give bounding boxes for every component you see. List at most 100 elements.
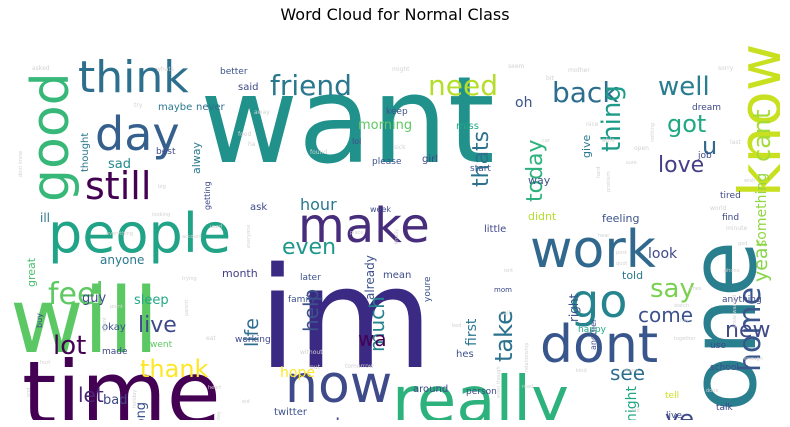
word-parent: parent	[184, 300, 190, 316]
word-feel: feel	[48, 277, 104, 312]
word-talk: talk	[716, 403, 734, 413]
word-school: school	[710, 363, 739, 373]
word-sleep: sleep	[134, 293, 169, 308]
word-hour: hour	[300, 195, 337, 214]
word-later: later	[300, 273, 321, 283]
word-getting: getting	[203, 181, 212, 210]
word-anything: anything	[722, 295, 762, 305]
word-help: help	[299, 289, 323, 332]
word-family: family	[288, 295, 316, 305]
word-heart: heart	[208, 385, 221, 391]
word-kind: kind	[576, 368, 587, 374]
word-even-though: even though	[496, 366, 502, 398]
word-yesterday: yesterday	[216, 411, 222, 420]
word-big: big	[158, 184, 166, 190]
word-point: point	[110, 304, 123, 310]
word-best: best	[156, 147, 176, 157]
word-really: really	[392, 364, 569, 420]
word-back: back	[552, 76, 619, 109]
word-call: call	[500, 310, 511, 317]
word-told: told	[622, 269, 643, 282]
word-hurt: hurt	[40, 360, 50, 366]
word-holiday: holiday	[132, 390, 138, 408]
word-place: place	[350, 230, 363, 236]
word-alway: alway	[190, 141, 203, 174]
word-working: working	[235, 335, 271, 345]
word-together: together	[674, 336, 696, 342]
word-tell: tell	[665, 391, 679, 401]
word-made: made	[102, 347, 128, 357]
word-mom: mom	[494, 286, 512, 294]
word-away: away	[254, 109, 270, 116]
word-finally: finally	[394, 229, 400, 244]
word-happy: happy	[578, 325, 607, 335]
word-im: im	[258, 238, 433, 401]
word-long: long	[134, 402, 149, 420]
word-eid: eid	[242, 399, 250, 405]
word-know: know	[726, 44, 780, 197]
word-bad: bad	[103, 393, 127, 408]
word-looking: looking	[152, 212, 170, 218]
word-nothing: nothing	[650, 123, 656, 142]
word-dont-know: dont know	[18, 151, 24, 177]
word-bit: bit	[546, 75, 554, 82]
word-said: said	[238, 82, 258, 93]
word-seem: seem	[508, 63, 525, 70]
word-maybe: maybe	[158, 102, 192, 113]
word-read: read	[522, 384, 533, 390]
word-today: today	[523, 139, 548, 202]
word-lot: lot	[53, 331, 86, 361]
word-anyone: anyone	[100, 253, 144, 267]
word-quot: quot	[616, 261, 627, 267]
word-good: good	[21, 72, 81, 202]
word-want: want	[200, 52, 495, 191]
word-well: well	[658, 72, 710, 102]
word-hear: hear	[598, 233, 610, 239]
word-relationship: relationship	[524, 343, 530, 372]
word-whats: whats	[156, 66, 174, 73]
word-job: job	[697, 151, 712, 161]
word-eat: eat	[206, 335, 216, 342]
word-bed: bed	[452, 323, 461, 329]
word-guy: guy	[82, 291, 106, 306]
word-say: say	[650, 274, 695, 304]
word-end: end	[26, 388, 32, 397]
word-year: year	[750, 239, 772, 282]
word-tired: tired	[720, 191, 741, 201]
word-asked: asked	[32, 65, 50, 72]
word-hes: hes	[456, 349, 474, 360]
word-dream: dream	[692, 103, 721, 113]
word-minute: minute	[726, 225, 747, 232]
word-already: already	[363, 255, 377, 300]
word-week: week	[370, 205, 391, 214]
word-ha: ha	[248, 141, 256, 148]
word-used: used	[210, 224, 222, 230]
chart-title: Word Cloud for Normal Class	[280, 5, 510, 24]
word-start: start	[470, 164, 491, 174]
word-god: god	[738, 241, 747, 247]
word-use: use	[710, 341, 726, 351]
word-mean: mean	[383, 270, 411, 281]
word-take: take	[490, 310, 518, 362]
word-sure: sure	[626, 160, 637, 166]
word-still: still	[85, 164, 151, 208]
word-come: come	[638, 303, 693, 327]
word-one: one	[670, 241, 777, 412]
word-friend: friend	[270, 69, 352, 102]
word-thats: thats	[469, 131, 494, 187]
word-account: account	[182, 234, 202, 240]
word-need: need	[428, 69, 498, 102]
word-home: home	[733, 287, 768, 372]
word-thought: thought	[80, 133, 91, 172]
word-youre: youre	[423, 276, 433, 302]
word-world: world	[710, 205, 727, 212]
word-month: month	[222, 267, 258, 280]
word-find: find	[722, 213, 739, 223]
word-car: car	[542, 138, 551, 144]
word-everyone: everyone	[246, 225, 252, 248]
word-will: will	[10, 269, 159, 374]
word-phone: phone	[724, 268, 740, 274]
word-wish: wish	[744, 178, 755, 184]
word-many: many	[624, 368, 638, 374]
